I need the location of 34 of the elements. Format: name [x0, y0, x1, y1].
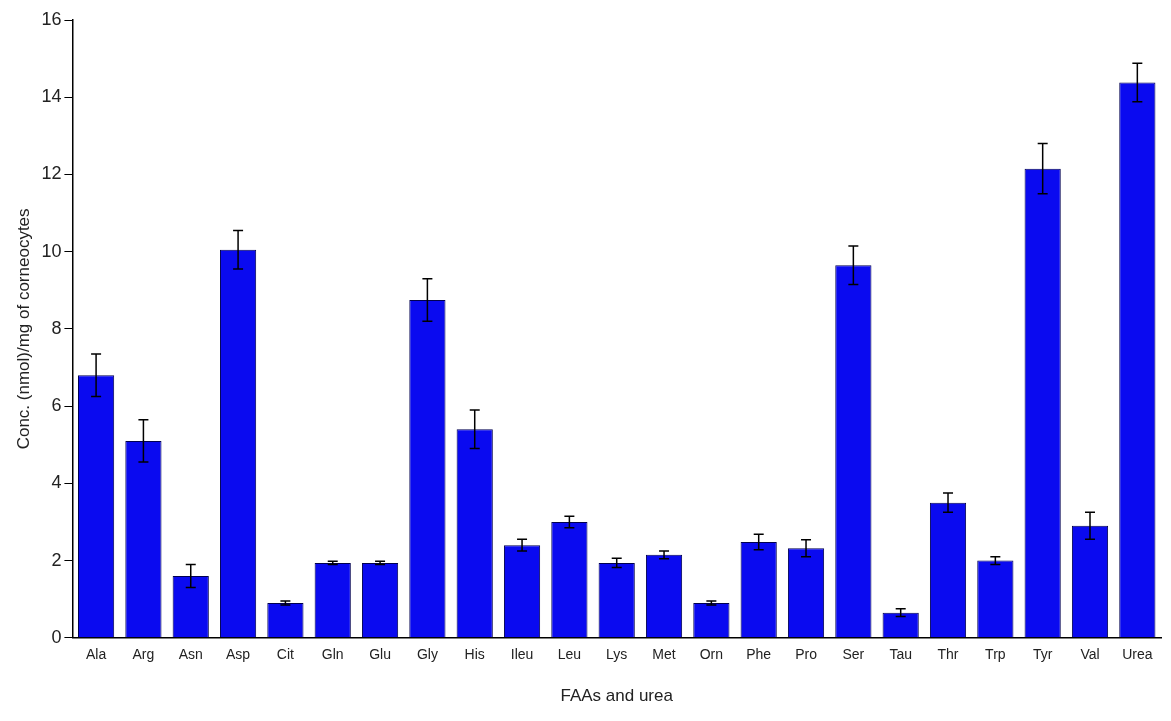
x-tick-label: Asn: [178, 646, 203, 663]
x-tick-label: Val: [1080, 646, 1100, 663]
x-tick-label: Ser: [842, 646, 865, 663]
x-tick-label: Gln: [321, 646, 344, 663]
x-tick-label: Trp: [985, 646, 1006, 663]
y-tick-label: 12: [41, 163, 62, 184]
x-tick-label: Urea: [1122, 646, 1153, 663]
x-tick-label: Tau: [889, 646, 912, 663]
y-tick-label: 2: [51, 549, 62, 570]
x-tick-label: Thr: [937, 646, 959, 663]
x-tick-label: Ileu: [510, 646, 534, 663]
y-tick-label: 4: [51, 472, 62, 493]
x-tick-label: Arg: [132, 646, 155, 663]
x-tick-label: Gly: [416, 646, 438, 663]
y-tick-label: 8: [51, 317, 62, 338]
y-axis-title: Conc. (nmol)/mg of corneocytes: [13, 208, 33, 450]
x-tick-label: Tyr: [1032, 646, 1053, 663]
x-axis-title: FAAs and urea: [560, 686, 674, 706]
x-tick-label: Ala: [85, 646, 107, 663]
y-tick-label: 6: [51, 395, 62, 416]
y-tick-label: 10: [41, 240, 62, 261]
x-tick-label: Met: [652, 646, 676, 663]
x-tick-label: Pro: [795, 646, 818, 663]
x-tick-label: Orn: [699, 646, 724, 663]
x-tick-label: Phe: [746, 646, 772, 663]
x-tick-label: His: [464, 646, 485, 663]
x-tick-label: Glu: [369, 646, 391, 663]
y-tick-label: 14: [41, 86, 62, 107]
x-tick-label: Asp: [226, 646, 251, 663]
y-tick-label: 16: [41, 8, 62, 29]
x-tick-label: Lys: [606, 646, 628, 663]
y-tick-label: 0: [51, 626, 62, 647]
x-tick-label: Cit: [276, 646, 295, 663]
x-tick-label: Leu: [557, 646, 582, 663]
